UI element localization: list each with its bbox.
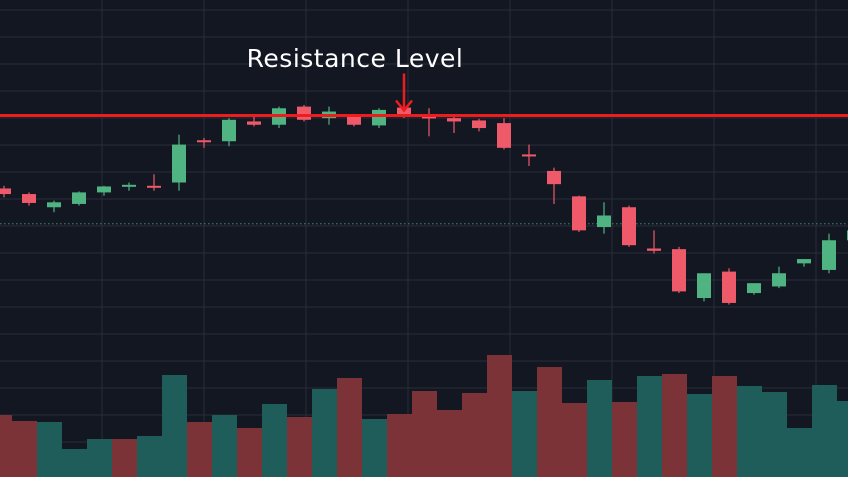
resistance-arrow-head bbox=[395, 99, 413, 113]
volume-bar bbox=[637, 376, 662, 477]
volume-bar bbox=[512, 391, 537, 477]
volume-bar bbox=[537, 367, 562, 477]
volume-bar bbox=[612, 402, 637, 477]
candle-body bbox=[547, 170, 561, 185]
volume-bar bbox=[837, 401, 848, 477]
volume-bar bbox=[112, 439, 137, 477]
volume-bar bbox=[587, 380, 612, 477]
volume-bar bbox=[62, 449, 87, 477]
volume-bar bbox=[137, 436, 162, 477]
volume-bar bbox=[187, 422, 212, 477]
candle-body bbox=[297, 106, 311, 120]
candle-body bbox=[122, 184, 136, 187]
candle-body bbox=[622, 207, 636, 246]
volume-bar bbox=[562, 403, 587, 477]
candle-body bbox=[822, 240, 836, 270]
volume-bar bbox=[712, 376, 737, 477]
candle-body bbox=[772, 273, 786, 287]
candle-body bbox=[22, 194, 36, 203]
volume-bar bbox=[262, 404, 287, 477]
candle-body bbox=[347, 114, 361, 125]
volume-bar bbox=[162, 375, 187, 477]
candle-body bbox=[522, 154, 536, 157]
volume-bar bbox=[87, 439, 112, 477]
volume-bar bbox=[812, 385, 837, 477]
volume-bar bbox=[437, 410, 462, 477]
candle-body bbox=[97, 186, 111, 193]
volume-bar bbox=[312, 389, 337, 477]
volume-bar bbox=[737, 386, 762, 477]
candle-body bbox=[572, 196, 586, 231]
volume-bar bbox=[662, 374, 687, 477]
candle-body bbox=[447, 118, 461, 122]
volume-bar bbox=[787, 428, 812, 477]
volume-bar bbox=[387, 414, 412, 477]
volume-bar bbox=[687, 394, 712, 477]
volume-bar bbox=[287, 417, 312, 477]
candle-body bbox=[0, 188, 11, 195]
candle-body bbox=[147, 185, 161, 188]
candle-body bbox=[247, 121, 261, 125]
volume-bar bbox=[412, 391, 437, 477]
candle-body bbox=[597, 215, 611, 228]
volume-bar bbox=[337, 378, 362, 477]
candle-body bbox=[172, 144, 186, 183]
candle-body bbox=[722, 271, 736, 303]
candle-body bbox=[222, 119, 236, 142]
resistance-label: Resistance Level bbox=[246, 44, 464, 73]
candle-body bbox=[797, 259, 811, 264]
candle-body bbox=[497, 123, 511, 148]
candle-body bbox=[422, 116, 436, 119]
candle-body bbox=[472, 120, 486, 129]
volume-bar bbox=[12, 421, 37, 477]
volume-bar bbox=[237, 428, 262, 477]
candle-body bbox=[47, 202, 61, 208]
volume-bar bbox=[487, 355, 512, 477]
candle-body bbox=[747, 283, 761, 294]
candle-body bbox=[647, 248, 661, 251]
candle-body bbox=[197, 140, 211, 143]
volume-bar bbox=[0, 415, 12, 477]
volume-bar bbox=[212, 415, 237, 477]
volume-bar bbox=[362, 419, 387, 477]
candle-body bbox=[672, 249, 686, 292]
volume-bar bbox=[37, 422, 62, 477]
candle-body bbox=[372, 109, 386, 126]
volume-bar bbox=[762, 392, 787, 477]
candle-body bbox=[72, 192, 86, 204]
volume-bar bbox=[462, 393, 487, 477]
candle-body bbox=[697, 273, 711, 298]
